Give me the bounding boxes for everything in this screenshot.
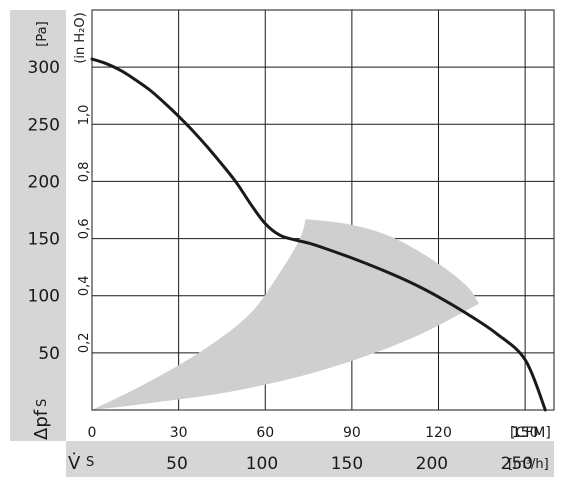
pa-unit-label: [Pa] — [35, 21, 50, 46]
inh2o-tick-label: 0,2 — [77, 332, 92, 353]
series-line-0 — [90, 57, 547, 412]
m3h-axis-band — [66, 441, 554, 477]
m3h-tick-label: 100 — [246, 454, 278, 474]
pa-tick-label: 250 — [28, 115, 60, 135]
pressure-axis-suffix: S — [35, 399, 50, 407]
pa-tick-label: 150 — [28, 230, 60, 250]
flow-axis-label: V̇ — [68, 453, 81, 474]
m3h-tick-label: 250 — [501, 454, 533, 474]
pa-tick-label: 300 — [28, 58, 60, 78]
pa-axis-band — [10, 10, 66, 441]
m3h-unit-label: [m³/h] — [508, 457, 549, 472]
pressure-axis-label: Δpf — [31, 409, 52, 440]
pa-tick-label: 100 — [28, 287, 60, 307]
operating-region — [92, 219, 479, 410]
m3h-tick-labels: 50 100 150 200 250 — [166, 454, 533, 474]
cfm-tick-labels: 0 30 60 90 120 150 — [88, 425, 539, 441]
m3h-tick-label: 200 — [416, 454, 448, 474]
inh2o-tick-labels: 0,2 0,4 0,6 0,8 1,0 — [77, 105, 92, 353]
m3h-tick-label: 50 — [166, 454, 188, 474]
pa-tick-label: 200 — [28, 172, 60, 192]
cfm-tick-label: 30 — [170, 425, 188, 441]
operating-region-shape — [92, 219, 479, 410]
cfm-tick-label: 90 — [343, 425, 361, 441]
cfm-tick-label: 150 — [512, 425, 539, 441]
cfm-tick-label: 60 — [256, 425, 274, 441]
inh2o-tick-label: 0,4 — [77, 275, 92, 296]
plot-frame — [91, 9, 555, 411]
cfm-tick-label: 0 — [88, 425, 97, 441]
cfm-unit-label: [CFM] — [510, 425, 551, 441]
inh2o-tick-label: 1,0 — [77, 105, 92, 126]
inh2o-tick-label: 0,8 — [77, 162, 92, 183]
grid — [92, 10, 554, 410]
inh2o-unit-label: (in H₂O) — [73, 12, 88, 63]
cfm-tick-label: 120 — [425, 425, 452, 441]
m3h-tick-label: 150 — [331, 454, 363, 474]
series-layer — [90, 57, 547, 412]
flow-axis-suffix: S — [86, 455, 94, 470]
pa-tick-labels: 50 100 150 200 250 300 — [28, 58, 60, 364]
pa-tick-label: 50 — [38, 344, 60, 364]
inh2o-tick-label: 0,6 — [77, 219, 92, 240]
